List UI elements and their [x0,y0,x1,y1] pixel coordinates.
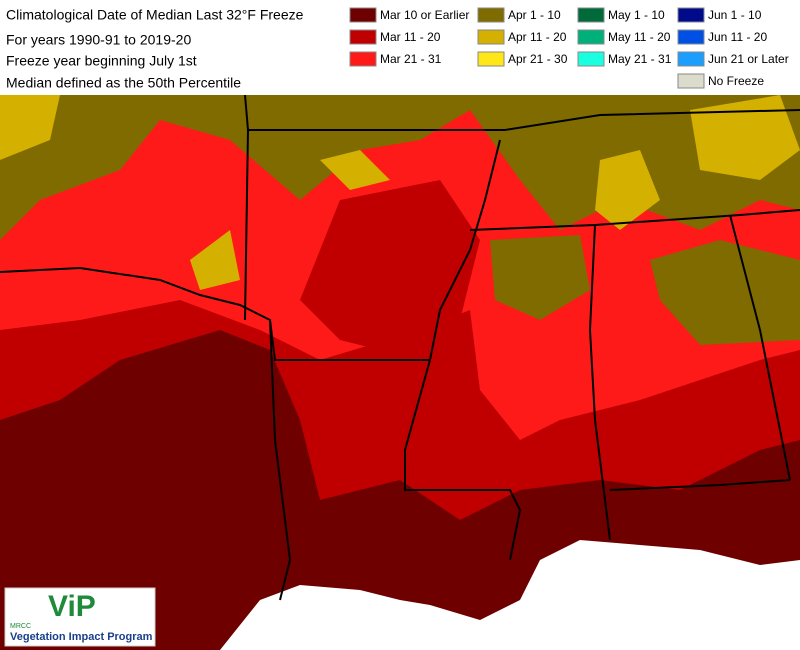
legend-swatch [577,29,605,45]
legend-swatch [577,51,605,67]
map-region [0,95,60,160]
legend-label: May 11 - 20 [608,30,671,44]
map-region [490,235,590,320]
legend-label: Mar 21 - 31 [380,52,442,66]
logo: ViP MRCC Vegetation Impact Program [4,587,156,647]
map-region [190,230,240,290]
legend-swatch [349,51,377,67]
state-borders [0,94,800,601]
legend: Mar 10 or Earlier Mar 11 - 20 Mar 21 - 31 A… [340,0,800,95]
map [0,94,800,650]
header-line: Climatological Date of Median Last 32°F … [6,7,304,23]
map-region [595,150,660,230]
logo-org: MRCC [10,623,31,630]
legend-swatch [477,51,505,67]
legend-swatch [677,73,705,89]
legend-bg [340,0,800,95]
legend-label: Jun 11 - 20 [708,30,767,44]
header-line: Median defined as the 50th Percentile [6,75,241,91]
map-region [690,95,800,180]
legend-swatch [349,29,377,45]
legend-label: May 21 - 31 [608,52,672,66]
map-region [320,150,390,190]
legend-label: Apr 11 - 20 [508,30,567,44]
logo-box [4,587,156,647]
legend-label: Mar 10 or Earlier [380,8,469,22]
header: Climatological Date of Median Last 32°F … [0,0,340,95]
header-line: For years 1990-91 to 2019-20 [6,32,191,48]
legend-swatch [477,29,505,45]
legend-swatch [477,7,505,23]
legend-swatch [577,7,605,23]
legend-label: Apr 1 - 10 [508,8,561,22]
legend-swatch [677,29,705,45]
logo-mark: ViP [48,590,96,623]
logo-name: Vegetation Impact Program [10,631,153,643]
legend-swatch [349,7,377,23]
legend-swatch [677,7,705,23]
header-bg [0,0,340,95]
legend-label: Mar 11 - 20 [380,30,441,44]
map-region [650,240,800,345]
header-line: Freeze year beginning July 1st [6,53,197,69]
legend-label: May 1 - 10 [608,8,665,22]
legend-label: Apr 21 - 30 [508,52,568,66]
legend-label: Jun 1 - 10 [708,8,762,22]
legend-label: Jun 21 or Later [708,52,789,66]
map-region [300,180,480,360]
gulf [220,540,800,650]
legend-label: No Freeze [708,74,764,88]
legend-swatch [677,51,705,67]
